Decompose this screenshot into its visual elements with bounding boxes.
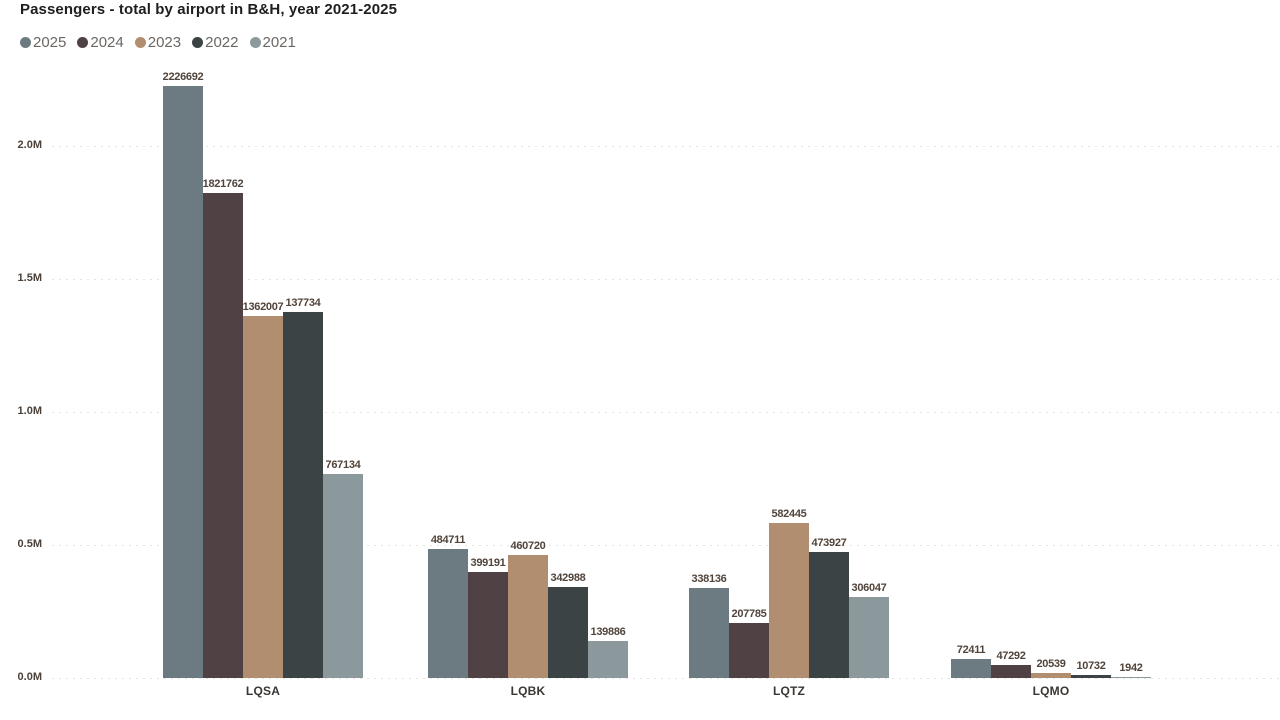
bar-lqbk-2022[interactable] bbox=[548, 587, 588, 678]
legend-item-2024[interactable]: 2024 bbox=[77, 33, 124, 51]
legend-item-2021[interactable]: 2021 bbox=[249, 33, 296, 51]
bar-value-label: 72411 bbox=[956, 644, 986, 656]
bar-lqbk-2025[interactable] bbox=[428, 549, 468, 678]
gridline bbox=[52, 279, 1280, 280]
bar-lqtz-2022[interactable] bbox=[809, 552, 849, 678]
bar-value-label: 473927 bbox=[811, 537, 847, 549]
y-axis-tick-label: 0.0M bbox=[17, 671, 42, 683]
legend-label: 2025 bbox=[33, 33, 67, 51]
gridline bbox=[52, 146, 1280, 147]
gridline bbox=[52, 545, 1280, 546]
bar-value-label: 767134 bbox=[325, 459, 361, 471]
legend-label: 2021 bbox=[262, 33, 296, 51]
bar-lqmo-2022[interactable] bbox=[1071, 675, 1111, 678]
bar-value-label: 207785 bbox=[731, 608, 767, 620]
bar-lqbk-2021[interactable] bbox=[588, 641, 628, 678]
bar-lqtz-2025[interactable] bbox=[689, 588, 729, 678]
bar-lqbk-2024[interactable] bbox=[468, 572, 508, 678]
legend-item-2025[interactable]: 2025 bbox=[20, 34, 66, 51]
bar-value-label: 47292 bbox=[996, 650, 1026, 662]
chart-title: Passengers - total by airport in B&H, ye… bbox=[20, 1, 398, 18]
x-axis-category-label: LQTZ bbox=[772, 684, 806, 698]
legend-dot-icon bbox=[20, 36, 31, 48]
bar-value-label: 2226692 bbox=[162, 71, 204, 83]
y-axis-tick-label: 1.0M bbox=[17, 405, 42, 417]
legend-label: 2024 bbox=[90, 33, 124, 51]
bar-lqmo-2023[interactable] bbox=[1031, 673, 1071, 678]
bar-value-label: 139886 bbox=[590, 626, 626, 638]
gridline bbox=[52, 412, 1280, 413]
bar-lqbk-2023[interactable] bbox=[508, 555, 548, 678]
bar-lqsa-2024[interactable] bbox=[203, 193, 243, 678]
bar-lqtz-2021[interactable] bbox=[849, 597, 889, 678]
x-axis-category-label: LQMO bbox=[1032, 684, 1070, 698]
bar-lqmo-2024[interactable] bbox=[991, 665, 1031, 678]
bar-lqtz-2024[interactable] bbox=[729, 623, 769, 678]
bar-lqsa-2023[interactable] bbox=[243, 316, 283, 678]
bar-value-label: 399191 bbox=[470, 557, 506, 569]
bar-lqtz-2023[interactable] bbox=[769, 523, 809, 678]
bar-lqsa-2021[interactable] bbox=[323, 474, 363, 678]
x-axis-category-label: LQSA bbox=[245, 684, 281, 698]
bar-value-label: 10732 bbox=[1076, 660, 1106, 672]
bar-value-label: 137734 bbox=[285, 297, 321, 309]
bar-lqmo-2021[interactable] bbox=[1111, 677, 1151, 678]
bar-value-label: 306047 bbox=[851, 582, 887, 594]
legend-dot-icon bbox=[192, 36, 204, 48]
bar-value-label: 460720 bbox=[510, 540, 546, 552]
x-axis-category-label: LQBK bbox=[510, 684, 546, 698]
bar-value-label: 1362007 bbox=[242, 301, 284, 313]
bar-value-label: 338136 bbox=[691, 573, 727, 585]
bar-value-label: 342988 bbox=[550, 572, 586, 584]
bar-lqsa-2025[interactable] bbox=[163, 86, 203, 678]
gridline bbox=[52, 678, 1280, 679]
legend-label: 2023 bbox=[147, 33, 182, 51]
bar-lqsa-2022[interactable] bbox=[283, 312, 323, 678]
legend-label: 2022 bbox=[205, 33, 239, 51]
chart-legend: 2025 2024 2023 2022 2021 bbox=[20, 33, 296, 51]
legend-item-2022[interactable]: 2022 bbox=[192, 33, 239, 51]
y-axis-tick-label: 0.5M bbox=[17, 538, 42, 550]
bar-value-label: 484711 bbox=[430, 534, 466, 546]
bar-value-label: 582445 bbox=[771, 508, 807, 520]
bar-value-label: 1942 bbox=[1119, 662, 1143, 674]
legend-dot-icon bbox=[134, 36, 146, 48]
bar-lqmo-2025[interactable] bbox=[951, 659, 991, 678]
bar-value-label: 1821762 bbox=[202, 178, 244, 190]
legend-item-2023[interactable]: 2023 bbox=[134, 33, 182, 51]
y-axis-tick-label: 1.5M bbox=[17, 272, 42, 284]
legend-dot-icon bbox=[249, 36, 261, 48]
bar-value-label: 20539 bbox=[1036, 658, 1066, 670]
y-axis-tick-label: 2.0M bbox=[17, 139, 42, 151]
legend-dot-icon bbox=[77, 36, 89, 48]
